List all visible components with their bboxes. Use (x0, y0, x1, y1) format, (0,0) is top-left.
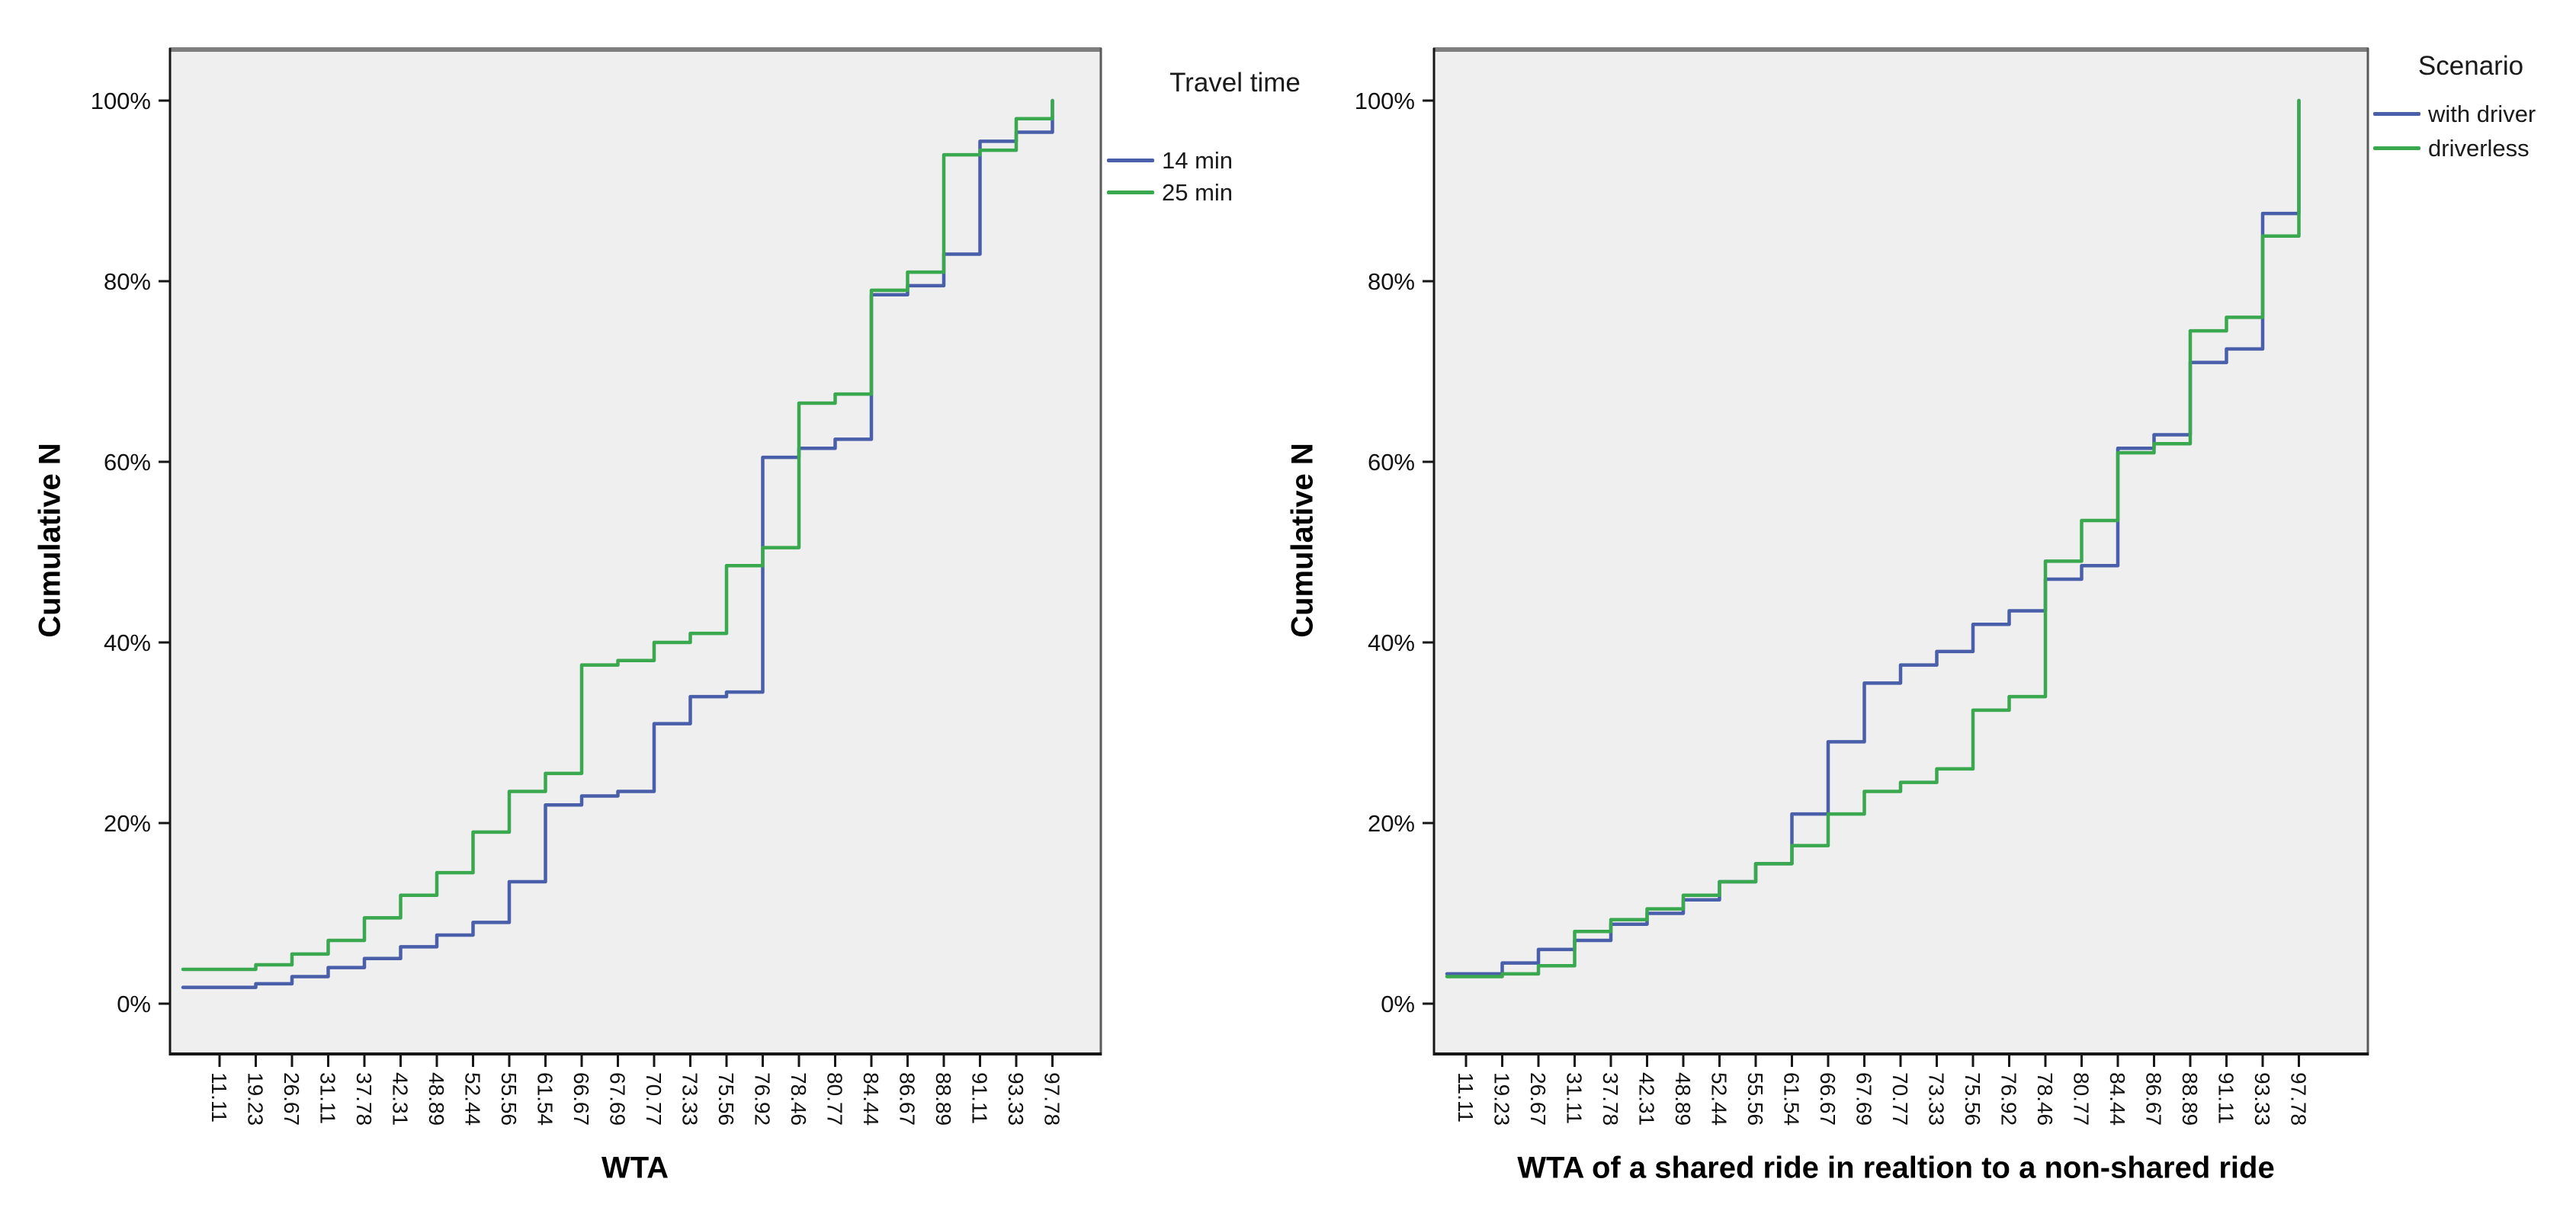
legend-label-with-driver: with driver (2428, 101, 2536, 127)
x-tick-label: 97.78 (2287, 1072, 2311, 1126)
y-tick-label: 20% (1368, 810, 1415, 837)
y-tick-label: 60% (1368, 449, 1415, 476)
x-tick-label: 75.56 (714, 1072, 738, 1126)
x-tick-label: 73.33 (1925, 1072, 1949, 1126)
x-axis-title-left: WTA (601, 1151, 669, 1185)
y-tick-label: 80% (1368, 268, 1415, 295)
x-tick-label: 78.46 (787, 1072, 810, 1126)
y-tick-label: 100% (91, 88, 151, 114)
x-tick-label: 42.31 (389, 1072, 412, 1126)
x-tick-label: 66.67 (1816, 1072, 1840, 1126)
x-tick-label: 37.78 (1599, 1072, 1622, 1126)
x-tick-label: 93.33 (1004, 1072, 1028, 1126)
x-tick-label: 67.69 (1853, 1072, 1876, 1126)
x-tick-label: 42.31 (1635, 1072, 1659, 1126)
x-tick-label: 76.92 (1997, 1072, 2021, 1126)
x-tick-label: 73.33 (678, 1072, 702, 1126)
y-tick-label: 100% (1355, 88, 1415, 114)
legend-label-25min: 25 min (1162, 179, 1233, 206)
x-tick-label: 75.56 (1961, 1072, 1984, 1126)
x-tick-label: 97.78 (1041, 1072, 1064, 1126)
x-tick-label: 80.77 (2070, 1072, 2093, 1126)
x-tick-label: 78.46 (2033, 1072, 2057, 1126)
legend-label-14min: 14 min (1162, 147, 1233, 174)
series-line (1445, 98, 2301, 979)
x-tick-label: 48.89 (1671, 1072, 1695, 1126)
y-tick-label: 20% (104, 810, 151, 837)
x-tick-label: 11.11 (207, 1072, 231, 1123)
x-tick-label: 26.67 (1526, 1072, 1550, 1126)
x-tick-label: 70.77 (1888, 1072, 1912, 1126)
x-tick-label: 26.67 (280, 1072, 303, 1126)
plot-area (1433, 48, 2369, 1055)
x-tick-label: 67.69 (606, 1072, 630, 1126)
x-tick-label: 31.11 (1563, 1072, 1586, 1124)
y-tick-label: 0% (1381, 991, 1415, 1017)
y-axis-title-left: Cumulative N (33, 443, 67, 638)
x-tick-label: 52.44 (461, 1072, 485, 1126)
y-tick-label: 0% (117, 991, 151, 1017)
series-line (1445, 98, 2301, 976)
x-tick-label: 55.56 (497, 1072, 521, 1126)
y-axis-title-right: Cumulative N (1285, 443, 1320, 638)
x-tick-label: 11.11 (1454, 1072, 1477, 1123)
x-tick-label: 86.67 (896, 1072, 919, 1126)
series-line (181, 98, 1054, 989)
x-tick-label: 61.54 (1780, 1072, 1804, 1126)
x-tick-label: 86.67 (2142, 1072, 2166, 1126)
x-tick-label: 80.77 (823, 1072, 847, 1126)
x-tick-label: 61.54 (534, 1072, 557, 1126)
legend-title: Travel time (1169, 68, 1301, 98)
x-tick-label: 55.56 (1744, 1072, 1767, 1126)
x-tick-label: 48.89 (425, 1072, 448, 1126)
legend-travel-time: Travel time 14 min 25 min (1107, 66, 1305, 233)
plot-area (169, 48, 1102, 1055)
y-tick-label: 60% (104, 449, 151, 476)
x-tick-label: 19.23 (1490, 1072, 1514, 1126)
x-tick-label: 88.89 (2178, 1072, 2202, 1126)
x-tick-label: 37.78 (352, 1072, 376, 1126)
x-tick-label: 88.89 (932, 1072, 955, 1126)
x-tick-label: 66.67 (569, 1072, 593, 1126)
legend-swatch-14min (1107, 159, 1154, 162)
legend-swatch-25min (1107, 191, 1154, 194)
y-tick-label: 80% (104, 268, 151, 295)
y-tick-label: 40% (104, 629, 151, 656)
legend-scenario: Scenario with driver driverless (2373, 49, 2571, 216)
legend-label-driverless: driverless (2428, 135, 2529, 162)
x-tick-label: 84.44 (2106, 1072, 2129, 1126)
x-tick-label: 93.33 (2250, 1072, 2274, 1126)
x-tick-label: 70.77 (642, 1072, 666, 1126)
x-axis-title-right: WTA of a shared ride in realtion to a no… (1517, 1151, 2275, 1185)
legend-title: Scenario (2417, 51, 2524, 81)
x-tick-label: 31.11 (316, 1072, 340, 1124)
x-tick-label: 52.44 (1708, 1072, 1731, 1126)
x-tick-label: 19.23 (244, 1072, 268, 1126)
x-tick-label: 91.11 (968, 1072, 992, 1124)
x-tick-label: 91.11 (2215, 1072, 2238, 1124)
y-tick-label: 40% (1368, 629, 1415, 656)
series-line (181, 98, 1054, 972)
x-tick-label: 76.92 (751, 1072, 775, 1126)
legend-swatch-with-driver (2373, 112, 2420, 116)
x-tick-label: 84.44 (859, 1072, 883, 1126)
legend-swatch-driverless (2373, 146, 2420, 150)
